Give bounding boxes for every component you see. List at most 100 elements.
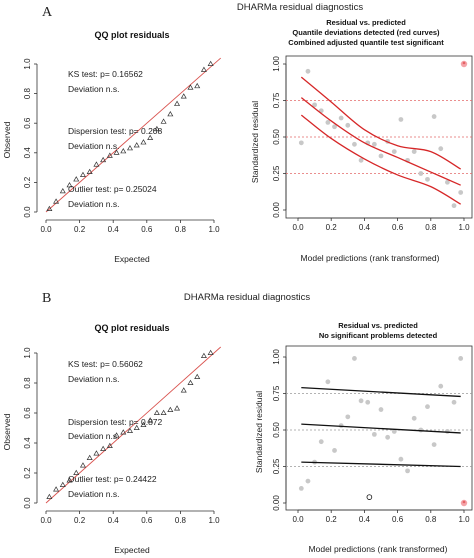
residual-point <box>418 171 424 176</box>
y-tick-label: 1.00 <box>272 56 281 72</box>
y-tick-label: 1.00 <box>272 349 281 365</box>
residual-point <box>431 114 437 119</box>
y-tick-label: 0.4 <box>23 147 32 159</box>
x-tick-label: 0.6 <box>392 515 404 524</box>
qq-point <box>53 198 60 204</box>
panel-letter-b: B <box>42 291 51 306</box>
x-tick-label: 1.0 <box>458 515 470 524</box>
y-tick-label: 0.00 <box>272 495 281 511</box>
qq-point <box>93 450 100 456</box>
qq-point <box>174 100 181 106</box>
panel-a: A DHARMa residual diagnostics QQ plot re… <box>2 2 473 264</box>
rvp-xlabel-b: Model predictions (rank transformed) <box>309 544 448 554</box>
qq-point <box>93 161 100 167</box>
residual-point <box>298 140 304 146</box>
rvp-title-b: Residual vs. predicted <box>338 321 418 330</box>
rvp-subtitle-a: Quantile deviations detected (red curves… <box>292 28 440 37</box>
qq-point <box>133 142 140 148</box>
residual-point <box>305 68 311 74</box>
x-tick-label: 0.4 <box>359 515 371 524</box>
quantile-curve <box>301 423 461 434</box>
residual-point <box>431 442 437 447</box>
ks-deviation-b: Deviation n.s. <box>68 374 120 384</box>
qq-point <box>79 462 86 468</box>
qq-point <box>66 477 73 483</box>
qq-marks-a <box>45 57 222 213</box>
residual-point <box>391 149 397 155</box>
qq-point <box>174 405 181 411</box>
qq-point <box>66 182 73 188</box>
qq-point <box>167 111 174 117</box>
qq-title-b: QQ plot residuals <box>94 323 169 333</box>
rvp-title-a: Residual vs. predicted <box>326 18 406 27</box>
qq-point <box>53 486 60 492</box>
residual-point <box>458 190 464 195</box>
x-tick-label: 0.0 <box>40 225 52 234</box>
residual-point <box>438 146 444 152</box>
outlier-star: * <box>463 61 466 68</box>
dispersion-test-b: Dispersion test: p= 0.872 <box>68 417 163 427</box>
qq-point <box>126 145 134 151</box>
qq-point <box>73 176 80 182</box>
qq-ylabel-b: Observed <box>2 413 12 450</box>
x-tick-label: 0.4 <box>359 223 371 232</box>
residual-point <box>371 431 377 437</box>
quantile-curve <box>301 461 461 468</box>
outlier-star: * <box>463 500 466 507</box>
x-tick-label: 1.0 <box>208 516 220 525</box>
residual-point <box>438 383 444 389</box>
y-tick-label: 0.0 <box>23 206 32 218</box>
y-tick-label: 0.6 <box>23 117 32 129</box>
outlier-deviation-a: Deviation n.s. <box>68 199 120 209</box>
qq-point <box>140 421 147 427</box>
residual-point <box>305 478 311 484</box>
x-tick-label: 0.0 <box>292 223 304 232</box>
suptitle-a: DHARMa residual diagnostics <box>237 2 363 13</box>
residual-point <box>411 415 417 421</box>
qq-point <box>160 118 167 124</box>
outlier-test-a: Outlier test: p= 0.25024 <box>68 184 157 194</box>
qq-point <box>133 424 140 430</box>
qq-point <box>113 149 120 155</box>
quantile-curve <box>300 97 461 186</box>
qq-reference-line <box>45 57 222 213</box>
y-tick-label: 0.8 <box>23 87 32 99</box>
qq-title-a: QQ plot residuals <box>94 30 169 40</box>
x-tick-label: 0.8 <box>425 223 437 232</box>
x-tick-label: 0.8 <box>425 515 437 524</box>
ks-test-a: KS test: p= 0.16562 <box>68 69 143 79</box>
rvp-marks-b: * <box>286 356 472 507</box>
y-tick-label: 0.6 <box>23 407 32 419</box>
residual-point <box>398 456 404 462</box>
y-tick-label: 0.2 <box>23 467 32 479</box>
y-tick-label: 0.00 <box>272 202 281 218</box>
residual-point <box>365 399 371 405</box>
qq-point <box>200 66 207 72</box>
x-tick-label: 0.2 <box>74 225 86 234</box>
residual-point <box>358 398 364 404</box>
qq-point <box>113 432 120 438</box>
qq-point <box>167 406 174 412</box>
x-tick-label: 0.6 <box>392 223 404 232</box>
qq-point <box>194 82 201 89</box>
panel-letter-a: A <box>42 5 53 20</box>
x-tick-label: 0.4 <box>108 516 120 525</box>
qq-point <box>120 429 127 435</box>
rvp-subtitle2-a: Combined adjusted quantile test signific… <box>288 38 444 47</box>
residual-point <box>338 115 344 121</box>
rvp-subtitle-b: No significant problems detected <box>319 331 438 340</box>
qq-point <box>120 148 127 154</box>
residual-point <box>451 399 457 405</box>
suptitle-b: DHARMa residual diagnostics <box>184 292 310 303</box>
qq-point <box>200 352 207 358</box>
residual-point <box>358 157 364 163</box>
y-tick-label: 0.75 <box>272 385 281 401</box>
qq-point <box>100 445 107 451</box>
residual-point <box>411 149 417 155</box>
qq-point <box>126 427 134 433</box>
x-tick-label: 1.0 <box>458 223 470 232</box>
qq-plot-a: QQ plot residuals Expected Observed 0.0 0… <box>2 30 222 264</box>
open-point <box>366 494 373 500</box>
y-tick-label: 0.8 <box>23 377 32 389</box>
